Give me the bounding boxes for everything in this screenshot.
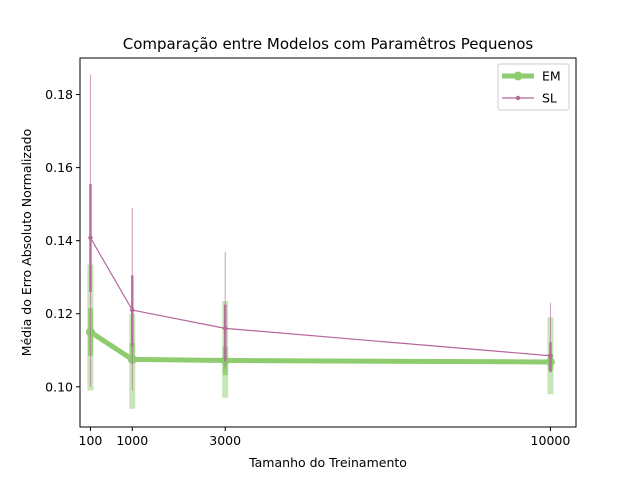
plot-area bbox=[85, 74, 555, 409]
legend-label-sl: SL bbox=[542, 91, 557, 106]
y-tick-label: 0.12 bbox=[45, 306, 73, 321]
x-axis-title: Tamanho do Treinamento bbox=[248, 455, 407, 470]
y-tick-label: 0.16 bbox=[45, 160, 73, 175]
x-tick-label: 10000 bbox=[531, 433, 571, 448]
legend-marker-sl bbox=[515, 95, 521, 101]
legend-label-em: EM bbox=[542, 69, 561, 84]
x-tick-label: 1000 bbox=[116, 433, 148, 448]
chart-title: Comparação entre Modelos com Paramêtros … bbox=[123, 35, 534, 53]
legend: EM SL bbox=[497, 63, 570, 111]
x-tick-label: 3000 bbox=[209, 433, 241, 448]
series-sl bbox=[88, 74, 553, 391]
data-point-sl bbox=[222, 326, 228, 331]
series-line-sl bbox=[89, 237, 551, 357]
y-tick-label: 0.10 bbox=[45, 379, 73, 394]
x-tick-label: 100 bbox=[79, 433, 103, 448]
data-point-sl bbox=[88, 235, 93, 240]
data-point-sl bbox=[548, 353, 553, 358]
axes: 100 1000 3000 10000 0.10 0.12 0.14 0.16 0.18 bbox=[45, 87, 570, 448]
axes-frame bbox=[79, 57, 577, 428]
y-axis-title: Média do Erro Absoluto Normalizado bbox=[19, 129, 34, 356]
y-tick-label: 0.18 bbox=[45, 87, 73, 102]
y-tick-label: 0.14 bbox=[45, 233, 73, 248]
legend-marker-em bbox=[513, 71, 523, 81]
data-point-sl bbox=[130, 307, 135, 313]
series-line-em bbox=[89, 329, 551, 365]
